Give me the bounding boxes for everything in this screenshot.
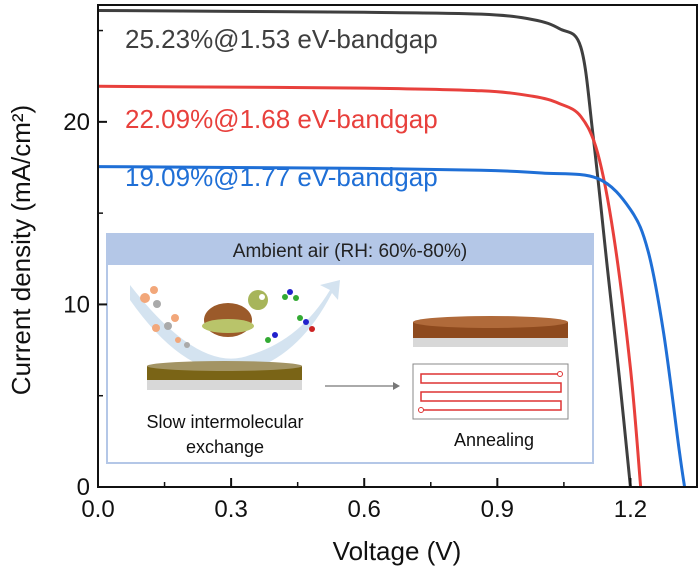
film-disk-right	[413, 316, 568, 347]
x-tick-label: 1.2	[614, 496, 647, 523]
film-disk-left	[147, 361, 302, 390]
y-axis-label: Current density (mA/cm²)	[6, 105, 36, 395]
turtle-icon	[202, 290, 268, 337]
x-tick-label: 0.6	[348, 496, 381, 523]
series-label-1: 22.09%@1.68 eV-bandgap	[125, 104, 438, 134]
y-tick-label: 20	[63, 109, 90, 136]
series-label-2: 19.09%@1.77 eV-bandgap	[125, 162, 438, 192]
inset-illustration: Ambient air (RH: 60%-80%) Slow intermole…	[106, 233, 594, 464]
exchange-arrow-icon	[130, 280, 340, 373]
x-tick-label: 0.0	[81, 496, 114, 523]
molecule-icons	[140, 286, 315, 348]
plot-frame	[97, 4, 698, 488]
hotplate-icon	[412, 363, 569, 420]
right-caption: Annealing	[454, 430, 534, 450]
inset-header-band	[107, 234, 593, 265]
inset-header: Ambient air (RH: 60%-80%)	[233, 241, 467, 262]
y-tick-label: 10	[63, 291, 90, 318]
left-caption-line1: Slow intermolecular	[146, 412, 303, 432]
x-tick-label: 0.3	[214, 496, 247, 523]
x-axis-label: Voltage (V)	[333, 536, 462, 566]
x-tick-label: 0.9	[481, 496, 514, 523]
left-caption-line2: exchange	[186, 437, 264, 457]
series-label-0: 25.23%@1.53 eV-bandgap	[125, 24, 438, 54]
y-tick-label: 0	[77, 474, 90, 501]
series-line-1	[97, 84, 643, 488]
series-line-0	[97, 8, 632, 488]
series-line-2	[97, 165, 687, 488]
